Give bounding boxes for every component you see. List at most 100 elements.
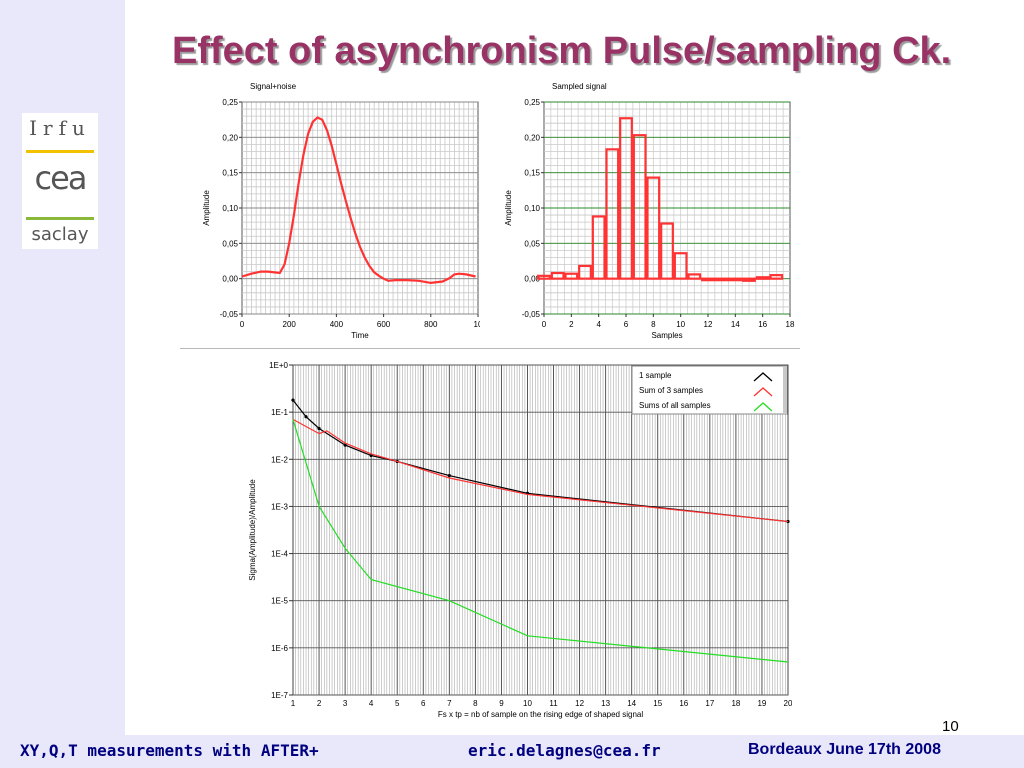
x-tick-label: 6 bbox=[421, 699, 426, 708]
y-tick-label: 1E-4 bbox=[271, 550, 288, 559]
x-axis-label: Samples bbox=[651, 331, 682, 340]
x-tick-label: 6 bbox=[624, 320, 629, 329]
series-line bbox=[292, 419, 789, 663]
x-tick-label: 0 bbox=[240, 320, 245, 329]
x-tick-label: 5 bbox=[395, 699, 400, 708]
x-tick-label: 8 bbox=[473, 699, 478, 708]
sample-bar bbox=[687, 273, 702, 280]
y-tick-label: -0,05 bbox=[220, 310, 239, 319]
x-tick-label: 400 bbox=[330, 320, 344, 329]
y-axis-label: Amplitude bbox=[202, 190, 211, 226]
legend-swatch bbox=[753, 387, 773, 397]
x-tick-label: 18 bbox=[786, 320, 795, 329]
chart-svg: 1E+01E-11E-21E-31E-41E-51E-61E-71 2 3 4 5 6 7 8… bbox=[248, 361, 792, 719]
x-tick-label: 600 bbox=[377, 320, 391, 329]
signal-line bbox=[241, 116, 476, 285]
y-tick-label: 0,00 bbox=[524, 275, 540, 284]
sample-bar bbox=[714, 277, 729, 282]
x-tick-label: 200 bbox=[283, 320, 297, 329]
sample-bar bbox=[742, 277, 756, 282]
sample-bar bbox=[646, 176, 661, 280]
chart-divider bbox=[180, 348, 800, 349]
y-tick-label: 1E+0 bbox=[269, 361, 288, 370]
logo-green-bar bbox=[26, 217, 94, 220]
x-tick-label: 10 bbox=[676, 320, 685, 329]
x-axis-label: Time bbox=[351, 331, 369, 340]
x-tick-label: 7 bbox=[447, 699, 452, 708]
sample-bar bbox=[660, 222, 674, 280]
sample-bar bbox=[564, 272, 579, 280]
data-point bbox=[369, 453, 373, 458]
legend-label: Sum of 3 samples bbox=[639, 386, 703, 395]
data-point bbox=[291, 398, 295, 402]
chart-svg: Sampled signal -0,05 0,00 0,05 0,10 0,15 0,20 0… bbox=[504, 82, 795, 340]
footer-band bbox=[0, 735, 1024, 768]
logo-irfu-text: Irfu bbox=[29, 116, 91, 140]
sample-bar bbox=[591, 215, 606, 280]
data-point bbox=[447, 474, 451, 478]
x-tick-label: 15 bbox=[653, 699, 662, 708]
slide-title: Effect of asynchronism Pulse/sampling Ck… bbox=[172, 30, 952, 72]
y-tick-label: 0,25 bbox=[222, 98, 238, 107]
sample-bar bbox=[701, 277, 715, 282]
x-tick-label: 4 bbox=[596, 320, 601, 329]
y-tick-label: -0,05 bbox=[522, 310, 541, 319]
legend-label: Sums of all samples bbox=[639, 401, 711, 410]
x-tick-label: 2 bbox=[569, 320, 574, 329]
x-tick-label: 800 bbox=[424, 320, 438, 329]
x-tick-label: 8 bbox=[651, 320, 656, 329]
series-line bbox=[292, 418, 789, 523]
sample-bar bbox=[755, 276, 770, 280]
data-point bbox=[304, 415, 308, 419]
x-tick-label: 18 bbox=[731, 699, 740, 708]
chart-title: Signal+noise bbox=[250, 82, 297, 91]
x-axis-label: Fs x tp = nb of sample on the rising edg… bbox=[438, 710, 643, 719]
legend-label: 1 sample bbox=[639, 371, 672, 380]
data-point bbox=[317, 426, 321, 431]
x-tick-label: 3 bbox=[343, 699, 348, 708]
legend-scrollbar bbox=[783, 366, 787, 414]
y-axis-label: Amplitude bbox=[504, 190, 513, 226]
sample-bar bbox=[728, 277, 743, 282]
y-tick-label: 1E-1 bbox=[271, 408, 288, 417]
x-tick-label: 13 bbox=[601, 699, 610, 708]
x-tick-label: 10 bbox=[474, 320, 480, 329]
y-tick-label: 0,15 bbox=[524, 169, 540, 178]
y-tick-label: 0,10 bbox=[524, 204, 540, 213]
sample-bar bbox=[632, 134, 647, 280]
footer-venue-date: Bordeaux June 17th 2008 bbox=[748, 741, 941, 758]
footer-email: eric.delagnes@cea.fr bbox=[468, 741, 661, 760]
y-tick-label: 0,10 bbox=[222, 204, 238, 213]
logo-cea-text: cea bbox=[34, 159, 88, 197]
chart-svg: Signal+noise -0,05 0,00 0,05 0,10 0,15 0,20 0,2… bbox=[202, 82, 480, 340]
legend-swatch bbox=[753, 402, 773, 412]
logo-yellow-bar bbox=[26, 150, 94, 153]
x-tick-label: 14 bbox=[627, 699, 636, 708]
y-tick-label: 0,00 bbox=[222, 275, 238, 284]
x-tick-label: 12 bbox=[704, 320, 713, 329]
y-tick-label: 0,20 bbox=[222, 133, 238, 142]
x-tick-label: 16 bbox=[679, 699, 688, 708]
sample-bar bbox=[537, 274, 551, 280]
x-tick-label: 1 bbox=[291, 699, 296, 708]
y-tick-label: 0,20 bbox=[524, 133, 540, 142]
sample-bar bbox=[578, 264, 592, 280]
sample-bar bbox=[605, 148, 620, 280]
x-tick-label: 10 bbox=[523, 699, 532, 708]
x-tick-label: 4 bbox=[369, 699, 374, 708]
sample-bar bbox=[619, 117, 633, 280]
logo-saclay-text: saclay bbox=[31, 224, 89, 245]
x-tick-label: 20 bbox=[784, 699, 792, 708]
x-tick-label: 14 bbox=[731, 320, 740, 329]
x-tick-label: 11 bbox=[549, 699, 558, 708]
y-tick-label: 1E-6 bbox=[271, 644, 288, 653]
y-tick-label: 0,25 bbox=[524, 98, 540, 107]
signal-noise-chart: Signal+noise -0,05 0,00 0,05 0,10 0,15 0,20 0,2… bbox=[180, 78, 480, 348]
y-tick-label: 1E-2 bbox=[271, 455, 288, 464]
footer-title: XY,Q,T measurements with AFTER+ bbox=[20, 741, 319, 760]
sigma-amplitude-chart: 1E+0 1E-1 1E-2 1E-3 1E-4 1E-5 1E-6 1E-7 1 2 3 4 5 6 7 8… bbox=[232, 355, 792, 725]
y-tick-label: 1E-7 bbox=[271, 691, 288, 700]
y-tick-label: 0,05 bbox=[222, 239, 238, 248]
sample-bar bbox=[673, 252, 688, 280]
y-tick-label: 1E-5 bbox=[271, 597, 288, 606]
